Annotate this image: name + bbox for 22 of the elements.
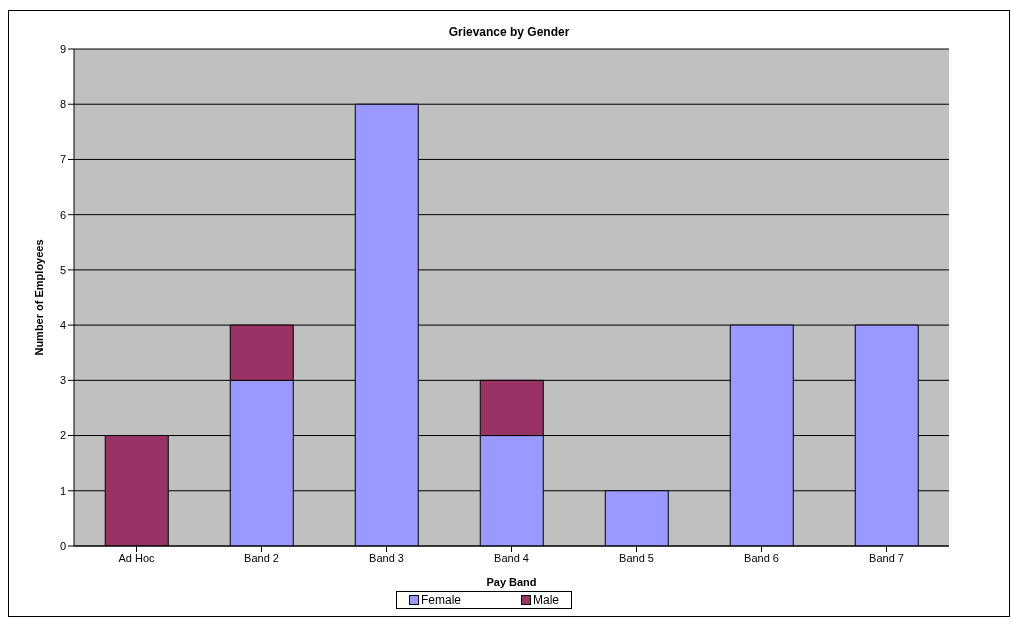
y-tick-label: 7 [59,153,66,166]
x-tick-label: Band 7 [869,551,904,564]
x-tick-label: Band 3 [369,551,404,564]
x-axis-title: Pay Band [486,576,537,588]
chart-title: Grievance by Gender [447,25,571,39]
x-tick-label: Ad Hoc [118,551,156,564]
y-tick-label: 1 [59,484,66,497]
y-tick-label: 8 [59,98,66,111]
x-tick-label: Band 4 [494,551,529,564]
x-tick-label: Band 6 [744,551,779,564]
y-tick-label: 9 [59,42,66,55]
y-tick-label: 2 [59,429,66,442]
x-tick-label: Band 5 [619,551,654,564]
y-tick-label: 3 [59,374,66,387]
legend-label: Male [532,593,560,607]
x-tick-label: Band 2 [244,551,279,564]
y-tick-label: 6 [59,208,66,221]
y-tick-label: 5 [59,263,66,276]
legend-label: Female [420,593,461,607]
y-axis-title: Number of Employees [32,239,45,356]
y-tick-label: 4 [59,319,66,332]
y-tick-label: 0 [59,539,66,552]
